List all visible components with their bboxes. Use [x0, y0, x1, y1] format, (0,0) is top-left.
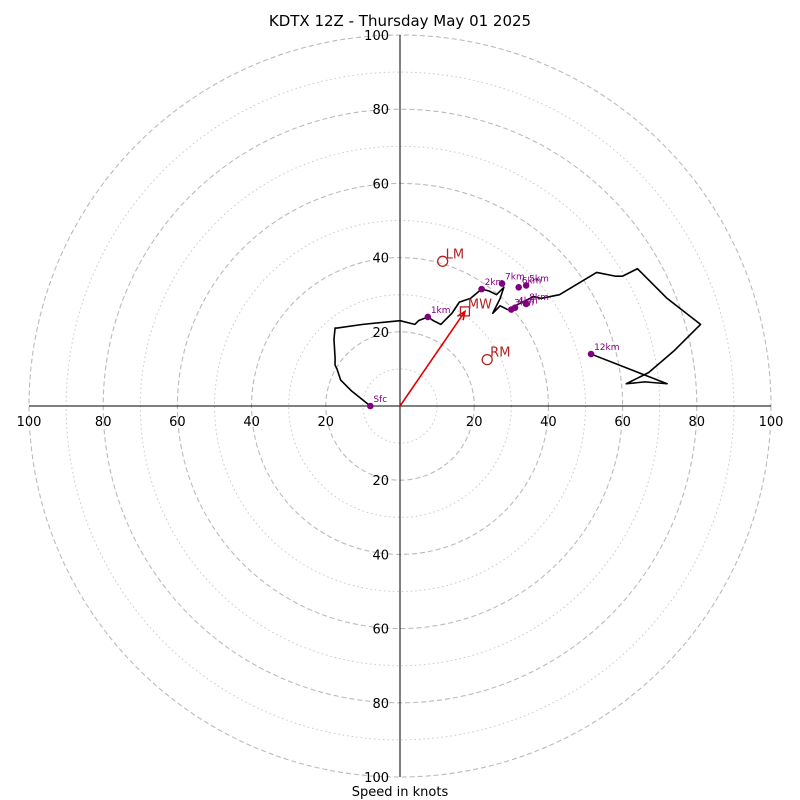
storm-motion-marker-circle: [437, 255, 449, 267]
tick-label-left: 60: [169, 415, 186, 430]
height-marker-point: [587, 350, 595, 358]
tick-label-bottom: 60: [372, 623, 389, 638]
tick-label-bottom: 20: [372, 474, 389, 489]
tick-label-bottom: 100: [364, 771, 389, 786]
height-marker-label: 8km: [529, 293, 549, 303]
storm-motion-marker-circle: [481, 353, 493, 366]
hodograph-line: [333, 267, 702, 407]
markers-layer: Sfc1km2km3km4km5km6km7km8km12kmLMRMMW: [367, 247, 620, 410]
height-marker-point: [367, 402, 374, 410]
tick-label-right: 40: [540, 415, 557, 430]
storm-motion-label: LM: [446, 247, 464, 262]
height-marker-label: 7km: [505, 273, 525, 283]
height-marker-label: Sfc: [373, 395, 387, 405]
tick-label-bottom: 80: [372, 697, 389, 712]
tick-label-left: 40: [243, 415, 260, 430]
tick-label-right: 20: [466, 415, 483, 430]
tick-label-right: 100: [759, 415, 784, 430]
height-marker-point: [511, 304, 519, 311]
height-marker-label: 1km: [431, 306, 451, 316]
x-axis-label: Speed in knots: [352, 785, 449, 800]
height-marker-point: [522, 282, 530, 289]
shear-vector-arrow: [399, 310, 466, 407]
height-marker-label: 12km: [594, 343, 619, 353]
tick-label-top: 80: [372, 103, 389, 118]
height-marker-label: 2km: [485, 278, 505, 288]
tick-label-bottom: 40: [372, 548, 389, 563]
height-marker-label: 5km: [529, 274, 549, 284]
storm-motion-marker-square: [459, 306, 471, 317]
height-marker-point: [424, 313, 432, 321]
tick-label-left: 80: [95, 415, 112, 430]
tick-label-left: 100: [17, 415, 42, 430]
tick-label-top: 40: [372, 252, 389, 267]
tick-labels: 100 80 60 40 20 20 40 60 80 100 20 40 60 80 100 20 40 60 8…: [17, 29, 784, 786]
height-marker-point: [478, 285, 485, 293]
tick-label-right: 80: [689, 415, 706, 430]
tick-label-top: 100: [364, 29, 389, 44]
height-marker-point: [498, 280, 506, 287]
tick-label-left: 20: [318, 415, 335, 430]
tick-label-top: 20: [372, 326, 389, 341]
storm-motion-label: MW: [468, 297, 492, 312]
height-marker-point: [522, 300, 530, 308]
chart-title: KDTX 12Z - Thursday May 01 2025: [269, 12, 531, 30]
storm-motion-label: RM: [490, 346, 510, 361]
height-marker-label: 6km: [522, 276, 542, 286]
height-marker-point: [515, 283, 523, 291]
tick-label-right: 60: [614, 415, 631, 430]
tick-label-top: 60: [372, 177, 389, 192]
